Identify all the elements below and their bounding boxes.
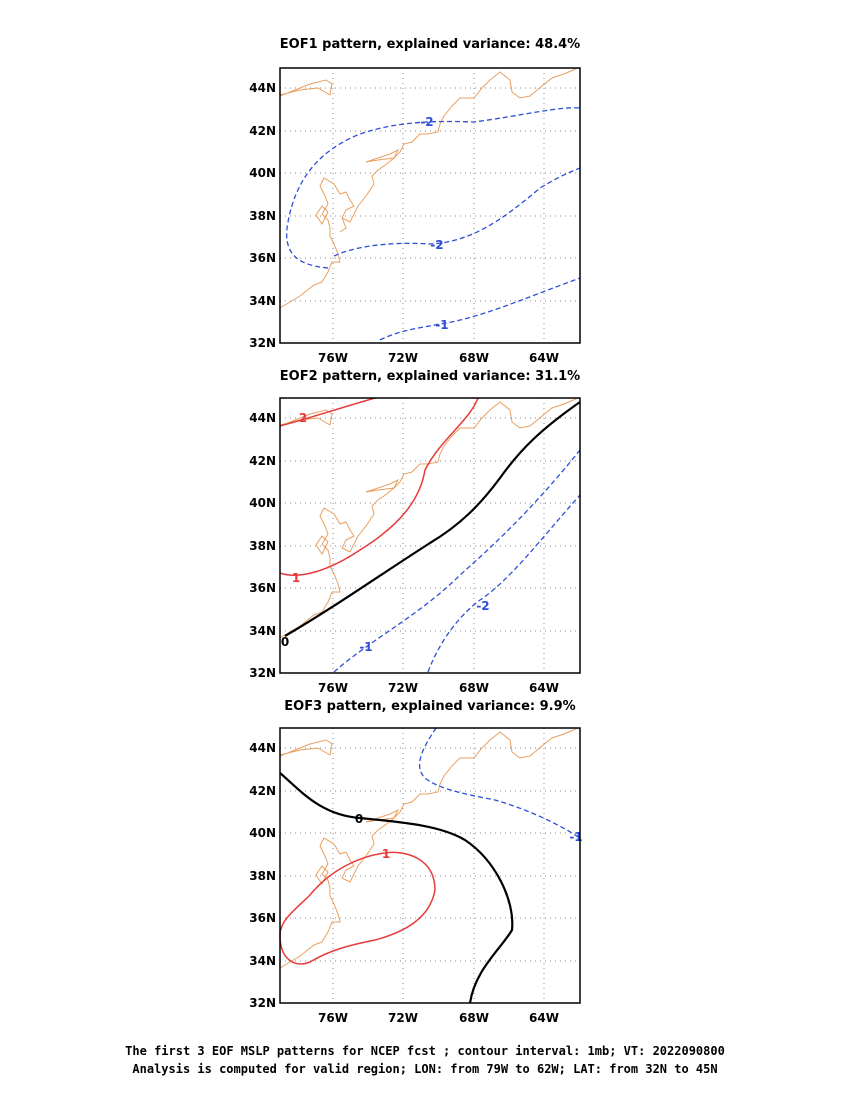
panel-eof2: EOF2 pattern, explained variance: 31.1% …	[249, 369, 581, 695]
y-tick-label: 40N	[249, 496, 276, 510]
y-tick-label: 36N	[249, 911, 276, 925]
x-tick-label: 64W	[529, 1011, 559, 1025]
x-tick-label: 76W	[318, 1011, 348, 1025]
contour-label: -2	[420, 115, 433, 129]
caption-line-1: The first 3 EOF MSLP patterns for NCEP f…	[125, 1044, 725, 1058]
x-tick-label: 68W	[459, 681, 489, 695]
y-tick-label: 32N	[249, 996, 276, 1010]
contour-label: 0	[355, 812, 363, 826]
x-tick-label: 68W	[459, 1011, 489, 1025]
coastline	[279, 727, 579, 969]
y-tick-label: 32N	[249, 666, 276, 680]
x-tick-label: 68W	[459, 351, 489, 365]
contour-label: 1	[292, 571, 300, 585]
contour-label: -2	[430, 238, 443, 252]
contour-negative	[333, 449, 581, 673]
y-tick-label: 34N	[249, 294, 276, 308]
x-axis-ticks: 76W 72W 68W 64W	[318, 681, 559, 695]
x-tick-label: 72W	[388, 681, 418, 695]
contour-labels: 0 1 -1	[355, 812, 583, 861]
map-frame	[279, 397, 581, 674]
contour-label: 2	[299, 411, 307, 425]
coastline	[279, 67, 579, 309]
caption-line-2: Analysis is computed for valid region; L…	[132, 1062, 718, 1076]
contour-zero	[284, 401, 581, 637]
x-axis-ticks: 76W 72W 68W 64W	[318, 1011, 559, 1025]
grid	[280, 398, 580, 673]
panel-eof1: EOF1 pattern, explained variance: 48.4% …	[249, 37, 581, 365]
y-tick-label: 42N	[249, 784, 276, 798]
contour-zero	[279, 772, 514, 1004]
y-tick-label: 38N	[249, 539, 276, 553]
coastline	[279, 397, 579, 639]
y-tick-label: 44N	[249, 741, 276, 755]
contour-label: -1	[359, 640, 372, 654]
x-tick-label: 64W	[529, 351, 559, 365]
contour-labels: -2 -2 -1	[420, 115, 448, 332]
y-tick-label: 36N	[249, 251, 276, 265]
y-tick-label: 42N	[249, 124, 276, 138]
map-frame	[279, 67, 581, 344]
panel-title: EOF1 pattern, explained variance: 48.4%	[280, 37, 580, 52]
x-tick-label: 64W	[529, 681, 559, 695]
x-axis-ticks: 76W 72W 68W 64W	[318, 351, 559, 365]
panel-eof3: EOF3 pattern, explained variance: 9.9% 0…	[249, 699, 582, 1025]
map-frame	[279, 727, 581, 1004]
y-tick-label: 34N	[249, 954, 276, 968]
contour-negative	[419, 727, 581, 839]
x-tick-label: 76W	[318, 351, 348, 365]
eof-figure: EOF1 pattern, explained variance: 48.4% …	[249, 37, 582, 1025]
x-tick-label: 72W	[388, 1011, 418, 1025]
y-tick-label: 44N	[249, 81, 276, 95]
contour-positive	[279, 397, 479, 576]
contour-label: 0	[281, 635, 289, 649]
grid	[280, 728, 580, 1003]
y-axis-ticks: 44N 42N 40N 38N 36N 34N 32N	[249, 81, 276, 350]
panel-title: EOF2 pattern, explained variance: 31.1%	[280, 369, 580, 384]
grid	[280, 68, 580, 343]
y-tick-label: 34N	[249, 624, 276, 638]
y-tick-label: 40N	[249, 826, 276, 840]
y-axis-ticks: 44N 42N 40N 38N 36N 34N 32N	[249, 741, 276, 1010]
y-tick-label: 42N	[249, 454, 276, 468]
y-tick-label: 32N	[249, 336, 276, 350]
x-tick-label: 76W	[318, 681, 348, 695]
y-axis-ticks: 44N 42N 40N 38N 36N 34N 32N	[249, 411, 276, 680]
y-tick-label: 36N	[249, 581, 276, 595]
y-tick-label: 44N	[249, 411, 276, 425]
panel-title: EOF3 pattern, explained variance: 9.9%	[284, 699, 575, 714]
y-tick-label: 38N	[249, 209, 276, 223]
contour-label: 1	[382, 847, 390, 861]
x-tick-label: 72W	[388, 351, 418, 365]
contour-label: -2	[476, 599, 489, 613]
contour-labels: 2 1 0 -1 -2	[281, 411, 490, 654]
contour-label: -1	[435, 318, 448, 332]
y-tick-label: 38N	[249, 869, 276, 883]
contour-positive	[279, 851, 436, 965]
y-tick-label: 40N	[249, 166, 276, 180]
contour-negative	[286, 107, 581, 341]
